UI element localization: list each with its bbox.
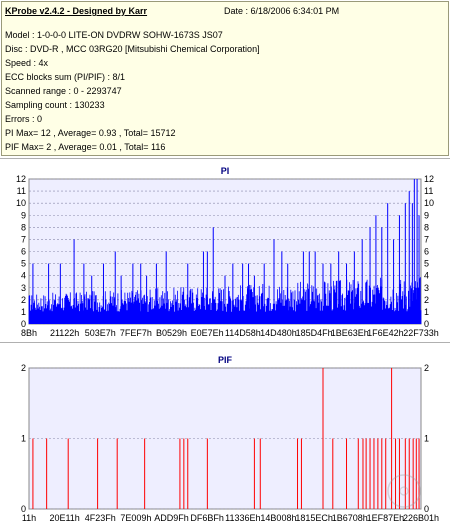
pi-chart-ytick-left: 6: [21, 247, 26, 257]
pi-chart-ytick-left: 5: [21, 259, 26, 269]
pi-chart-xtick: 185D4Fh: [296, 328, 333, 338]
pif-chart-xtick: 7E009h: [120, 513, 151, 523]
pi-chart-ytick-right: 1: [424, 307, 429, 317]
pif-chart-ytick-right: 2: [424, 363, 429, 373]
pi-chart-xtick: 8Bh: [21, 328, 37, 338]
pi-chart-ytick-left: 8: [21, 222, 26, 232]
pi-chart-ytick-right: 10: [424, 198, 434, 208]
pi-chart-ytick-right: 12: [424, 174, 434, 184]
pif-chart-ytick-left: 2: [21, 363, 26, 373]
pif-chart-xtick: 1EF87Eh: [367, 513, 405, 523]
pi-chart-ytick-right: 7: [424, 234, 429, 244]
pif-chart-xtick: 1815ECh: [295, 513, 333, 523]
pif-chart-xtick: 11h: [22, 513, 36, 523]
scan-date: Date : 6/18/2006 6:34:01 PM: [224, 6, 340, 16]
info-pi-summary: PI Max= 12 , Average= 0.93 , Total= 1571…: [5, 128, 176, 138]
pif-chart-xtick: 20E11h: [49, 513, 79, 523]
pi-chart-xtick: 1F6E42h: [367, 328, 404, 338]
disc-watermark-icon: [387, 474, 421, 508]
pi-chart-ytick-right: 11: [424, 186, 433, 196]
pi-chart-xtick: B0529h: [156, 328, 187, 338]
pif-chart-ytick-right: 1: [424, 434, 429, 444]
disc-ring: [387, 474, 421, 508]
pif-chart-xtick: ADD9Fh: [154, 513, 189, 523]
info-sampling: Sampling count : 130233: [5, 100, 105, 110]
pi-chart-ytick-left: 7: [21, 234, 26, 244]
pi-chart-xtick: 503E7h: [85, 328, 116, 338]
pi-chart-xtick: E0E7Eh: [191, 328, 224, 338]
pi-chart-title: PI: [221, 166, 230, 176]
info-panel: KProbe v2.4.2 - Designed by Karr Date : …: [1, 1, 449, 156]
pi-chart-panel: PI 0 0 1 1 2 2 3 3 4 4 5 5 6 6 7 7 8 8 9 9 10 10 11 11 12 12 8Bh 211…: [0, 158, 450, 341]
pi-chart-ytick-right: 9: [424, 210, 429, 220]
pi-chart-xtick: 21122h: [50, 328, 79, 338]
info-range: Scanned range : 0 - 2293747: [5, 86, 122, 96]
app-title: KProbe v2.4.2 - Designed by Karr: [5, 6, 148, 16]
pif-chart-title: PIF: [218, 355, 233, 365]
info-pif-summary: PIF Max= 2 , Average= 0.01 , Total= 116: [5, 142, 166, 152]
pi-chart-xtick: 22F733h: [403, 328, 439, 338]
pi-chart-ytick-left: 11: [17, 186, 26, 196]
pi-chart-ytick-right: 0: [424, 319, 429, 329]
pi-chart-ytick-left: 1: [21, 307, 26, 317]
pif-chart-xtick: 1B6708h: [332, 513, 368, 523]
pif-chart-panel: PIF 0 0 1 1 2 2 11h 20E11h 4F23Fh 7E009h ADD9Fh DF6B…: [0, 342, 450, 530]
pif-chart-xtick: 4F23Fh: [85, 513, 116, 523]
pi-chart-xtick: 114D58h: [225, 328, 261, 338]
info-speed: Speed : 4x: [5, 58, 49, 68]
pi-chart-xtick: 14D480h: [260, 328, 297, 338]
pif-chart-ytick-right: 0: [424, 504, 429, 514]
pif-chart-xtick: DF6BFh: [190, 513, 224, 523]
pif-chart: PIF 0 0 1 1 2 2 11h 20E11h 4F23Fh 7E009h ADD9Fh DF6B…: [21, 355, 439, 523]
pi-chart-ytick-left: 4: [21, 271, 26, 281]
pi-chart-ytick-left: 12: [16, 174, 26, 184]
pif-chart-xtick: 226B01h: [403, 513, 439, 523]
pi-chart-xtick: 1BE63Eh: [331, 328, 369, 338]
info-model: Model : 1-0-0-0 LITE-ON DVDRW SOHW-1673S…: [5, 30, 223, 40]
pif-chart-ytick-left: 1: [21, 434, 26, 444]
pi-chart-ytick-left: 10: [16, 198, 26, 208]
info-ecc: ECC blocks sum (PI/PIF) : 8/1: [5, 72, 126, 82]
disc-hub: [399, 486, 409, 496]
pi-chart-ytick-left: 9: [21, 210, 26, 220]
pif-chart-xtick: 11336Eh: [225, 513, 260, 523]
pi-chart-ytick-left: 0: [21, 319, 26, 329]
pi-chart-ytick-right: 8: [424, 222, 429, 232]
pif-chart-xtick: 14B008h: [260, 513, 296, 523]
pi-chart-ytick-right: 3: [424, 283, 429, 293]
pi-chart-ytick-right: 5: [424, 259, 429, 269]
info-disc: Disc : DVD-R , MCC 03RG20 [Mitsubishi Ch…: [5, 44, 260, 54]
info-errors: Errors : 0: [5, 114, 43, 124]
pi-chart-ytick-right: 4: [424, 271, 429, 281]
pi-chart-ytick-right: 6: [424, 247, 429, 257]
pi-chart-ytick-left: 3: [21, 283, 26, 293]
pi-chart-ytick-right: 2: [424, 295, 429, 305]
pif-chart-ytick-left: 0: [21, 504, 26, 514]
pi-chart-xtick: 7FEF7h: [120, 328, 152, 338]
pi-chart-ytick-left: 2: [21, 295, 26, 305]
